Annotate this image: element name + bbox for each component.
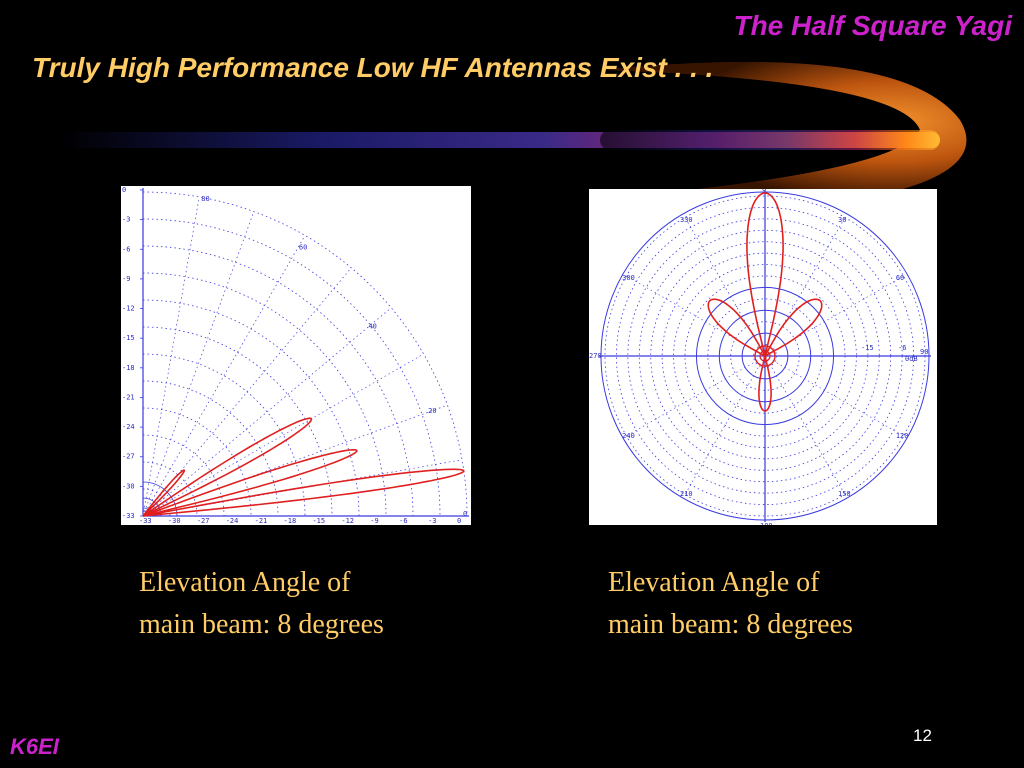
pattern-lobe bbox=[707, 298, 768, 359]
caption-left-line1: Elevation Angle of bbox=[139, 567, 351, 598]
x-tick-label: -3 bbox=[428, 517, 436, 525]
x-tick-label: -18 bbox=[284, 517, 297, 525]
grid-arc bbox=[142, 407, 252, 517]
angle-label: 120 bbox=[896, 432, 909, 440]
header-title: The Half Square Yagi bbox=[733, 10, 1012, 41]
pattern-lobe bbox=[746, 192, 784, 357]
y-tick-label: -21 bbox=[122, 393, 135, 401]
radial-label: -6 bbox=[898, 344, 906, 352]
y-tick-label: -6 bbox=[122, 245, 130, 253]
y-tick-label: -27 bbox=[122, 453, 135, 461]
y-tick-label: -18 bbox=[122, 364, 135, 372]
x-tick-label: 0 bbox=[457, 517, 461, 525]
y-tick-label: -30 bbox=[122, 482, 135, 490]
x-tick-label: -24 bbox=[226, 517, 239, 525]
angle-label: 60 bbox=[896, 274, 904, 282]
grid-arc bbox=[142, 245, 414, 517]
angle-label: 80 bbox=[201, 195, 209, 203]
angle-label: 90 bbox=[920, 348, 928, 356]
angle-label: 210 bbox=[680, 490, 693, 498]
angle-label: 0 bbox=[463, 510, 467, 518]
x-tick-label: -27 bbox=[197, 517, 210, 525]
caption-right: Elevation Angle of main beam: 8 degrees bbox=[608, 562, 853, 646]
azimuth-pattern-plot: 0 30 60 90 120 150 180 210 240 270 300 330 -15 -6 0dB bbox=[589, 189, 937, 525]
pattern-center-ring bbox=[754, 345, 776, 367]
grid-radial bbox=[142, 404, 448, 517]
x-tick-label: -6 bbox=[399, 517, 407, 525]
radial-label: -15 bbox=[861, 344, 874, 352]
x-tick-label: -9 bbox=[370, 517, 378, 525]
y-tick-label: -12 bbox=[122, 305, 135, 313]
caption-left: Elevation Angle of main beam: 8 degrees bbox=[139, 562, 384, 646]
grid-radial bbox=[764, 355, 846, 495]
grid-arc bbox=[142, 353, 306, 517]
elevation-pattern-plot: 0 -3 -6 -9 -12 -15 -18 -21 -24 -27 -30 -33 -33 -30 -27… bbox=[121, 186, 471, 525]
angle-label: 270 bbox=[589, 352, 602, 360]
grid-arc bbox=[142, 461, 198, 517]
angle-label: 300 bbox=[622, 274, 635, 282]
radial-label: 0dB bbox=[905, 355, 918, 363]
y-tick-label: -33 bbox=[122, 512, 135, 520]
page-number: 12 bbox=[913, 726, 932, 745]
angle-label: 60 bbox=[299, 243, 307, 251]
angle-label: 20 bbox=[428, 407, 436, 415]
y-tick-label: -15 bbox=[122, 334, 135, 342]
angle-label: 330 bbox=[680, 216, 693, 224]
grid-arc bbox=[142, 326, 333, 517]
grid-arc bbox=[142, 434, 225, 517]
pattern-lobe bbox=[142, 449, 358, 517]
pattern-lobe bbox=[142, 469, 186, 517]
x-tick-label: -30 bbox=[168, 517, 181, 525]
angle-label: 240 bbox=[622, 432, 635, 440]
y-tick-label: -24 bbox=[122, 423, 135, 431]
pattern-lobe bbox=[758, 355, 772, 412]
slide-title: Truly High Performance Low HF Antennas E… bbox=[32, 52, 714, 83]
angle-label: 180 bbox=[760, 522, 773, 525]
x-tick-label: -21 bbox=[255, 517, 268, 525]
grid-arc bbox=[142, 218, 441, 517]
x-tick-label: -12 bbox=[341, 517, 354, 525]
y-tick-label: 0 bbox=[122, 186, 126, 194]
y-tick-label: -9 bbox=[122, 275, 130, 283]
y-tick-label: -3 bbox=[122, 216, 130, 224]
pattern-center-dot bbox=[759, 350, 771, 362]
grid-radial bbox=[142, 196, 200, 517]
pattern-lobe bbox=[142, 468, 465, 517]
grid-radial bbox=[142, 235, 306, 517]
x-tick-label: -15 bbox=[312, 517, 325, 525]
caption-right-line2: main beam: 8 degrees bbox=[608, 609, 853, 640]
caption-right-line1: Elevation Angle of bbox=[608, 567, 820, 598]
grid-radial bbox=[626, 355, 766, 437]
grid-radial bbox=[142, 211, 255, 517]
angle-label: 0 bbox=[762, 189, 766, 193]
angle-label: 40 bbox=[368, 323, 376, 331]
angle-label: 150 bbox=[838, 490, 851, 498]
x-tick-label: -33 bbox=[139, 517, 152, 525]
angle-label: 30 bbox=[838, 216, 846, 224]
caption-left-line2: main beam: 8 degrees bbox=[139, 609, 384, 640]
pattern-lobe bbox=[142, 417, 313, 517]
grid-arc bbox=[142, 272, 387, 517]
footer-callsign: K6EI bbox=[10, 734, 59, 759]
grid-radial bbox=[142, 353, 424, 517]
pattern-lobe bbox=[762, 298, 823, 359]
